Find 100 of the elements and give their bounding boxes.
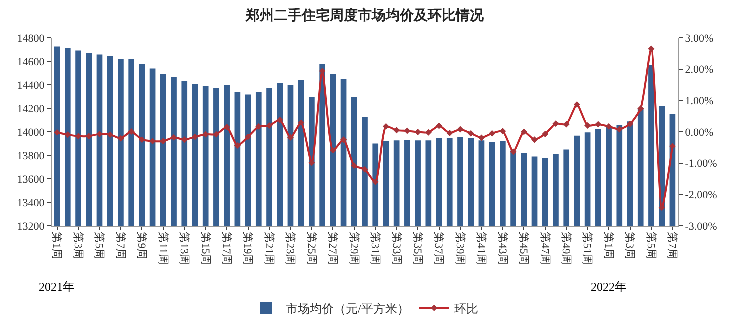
point bbox=[330, 147, 336, 154]
y-tick-label: 14000 bbox=[17, 126, 46, 139]
x-tick-label: 第11周 bbox=[156, 232, 169, 265]
point bbox=[669, 143, 676, 150]
x-tick-label: 第27周 bbox=[326, 232, 339, 266]
point bbox=[138, 136, 146, 144]
x-tick-label: 第1周 bbox=[602, 232, 614, 260]
x-tick-label: 第51周 bbox=[581, 232, 594, 266]
x-tick-label: 第13周 bbox=[178, 232, 190, 266]
point bbox=[436, 122, 443, 130]
point bbox=[192, 134, 198, 140]
point bbox=[213, 131, 220, 138]
point bbox=[489, 130, 496, 137]
chart-title: 郑州二手住宅周度市场均价及环比情况 bbox=[245, 7, 485, 24]
y2-tick-label: -3.00% bbox=[685, 220, 718, 233]
x-tick-label: 第41周 bbox=[475, 232, 488, 266]
point bbox=[160, 138, 167, 145]
point bbox=[532, 136, 538, 144]
text: 2021年 bbox=[39, 280, 75, 294]
x-tick-label: 第45周 bbox=[518, 232, 530, 266]
text: 2022年 bbox=[591, 280, 627, 294]
y-tick-label: 13600 bbox=[17, 174, 46, 186]
y2-tick-label: 0.00% bbox=[685, 126, 714, 139]
point bbox=[245, 134, 252, 140]
point bbox=[457, 126, 464, 133]
point bbox=[574, 101, 580, 108]
point bbox=[224, 124, 230, 131]
point bbox=[446, 130, 454, 136]
y2-tick-label: 1.00% bbox=[685, 96, 714, 108]
y-tick-label: 13200 bbox=[17, 220, 46, 233]
y-tick-label: 13800 bbox=[17, 150, 46, 162]
x-tick-label: 第25周 bbox=[305, 232, 318, 266]
x-tick-label: 第33周 bbox=[390, 232, 402, 266]
point bbox=[86, 133, 92, 140]
point bbox=[276, 116, 284, 124]
point bbox=[584, 122, 592, 129]
point bbox=[468, 130, 474, 137]
point bbox=[150, 138, 156, 145]
point bbox=[287, 134, 294, 141]
point bbox=[616, 126, 623, 133]
y-tick-label: 13400 bbox=[17, 197, 46, 210]
legend-label: 环比 bbox=[454, 302, 478, 316]
x-tick-label: 第23周 bbox=[284, 232, 296, 266]
point bbox=[107, 132, 114, 138]
point bbox=[520, 128, 528, 136]
x-tick-label: 第5周 bbox=[644, 232, 657, 260]
x-tick-label: 第9周 bbox=[136, 232, 148, 260]
point bbox=[606, 123, 612, 130]
y2-tick-label: -2.00% bbox=[685, 190, 718, 202]
y-tick-label: 14800 bbox=[17, 32, 46, 45]
point bbox=[627, 120, 634, 128]
point bbox=[118, 135, 124, 142]
point bbox=[128, 128, 135, 135]
x-tick-label: 第7周 bbox=[114, 232, 126, 260]
x-tick-label: 第29周 bbox=[348, 232, 360, 266]
y2-tick-label: 2.00% bbox=[685, 64, 714, 76]
x-tick-label: 第19周 bbox=[242, 232, 254, 266]
x-tick-label: 第3周 bbox=[624, 232, 636, 260]
point bbox=[658, 204, 666, 212]
y2-tick-label: 3.00% bbox=[685, 32, 714, 45]
point bbox=[266, 122, 273, 129]
point bbox=[382, 123, 390, 130]
point bbox=[54, 129, 61, 136]
point bbox=[478, 134, 485, 142]
x-tick-label: 第1周 bbox=[50, 232, 63, 260]
point bbox=[64, 132, 72, 138]
point bbox=[595, 121, 602, 128]
point bbox=[638, 106, 644, 112]
point bbox=[75, 133, 82, 140]
point bbox=[202, 131, 210, 138]
x-tick-label: 第21周 bbox=[262, 232, 275, 266]
point bbox=[96, 130, 103, 138]
point bbox=[510, 148, 517, 156]
point bbox=[340, 136, 348, 144]
point bbox=[394, 127, 400, 134]
point bbox=[500, 128, 506, 135]
y2-tick-label: -1.00% bbox=[685, 158, 718, 170]
x-tick-label: 第3周 bbox=[72, 232, 84, 260]
x-tick-label: 第31周 bbox=[369, 232, 382, 266]
point bbox=[648, 46, 655, 52]
x-tick-label: 第43周 bbox=[496, 232, 508, 266]
point bbox=[298, 120, 305, 126]
x-tick-label: 第39周 bbox=[454, 232, 466, 266]
point bbox=[308, 160, 316, 166]
y-tick-label: 14400 bbox=[17, 80, 46, 92]
point bbox=[181, 136, 188, 144]
point bbox=[414, 129, 422, 136]
x-tick-label: 第5周 bbox=[93, 232, 106, 260]
point bbox=[372, 178, 379, 186]
point bbox=[542, 130, 549, 138]
x-tick-label: 第47周 bbox=[538, 232, 551, 266]
point bbox=[563, 121, 570, 128]
point bbox=[234, 142, 241, 150]
point bbox=[256, 123, 262, 130]
point bbox=[170, 134, 178, 141]
x-tick-label: 第35周 bbox=[411, 232, 424, 266]
point bbox=[351, 162, 358, 170]
x-tick-label: 第17周 bbox=[220, 232, 232, 266]
point bbox=[552, 120, 560, 128]
legend-label: 市场均价（元/平方米） bbox=[286, 302, 410, 316]
